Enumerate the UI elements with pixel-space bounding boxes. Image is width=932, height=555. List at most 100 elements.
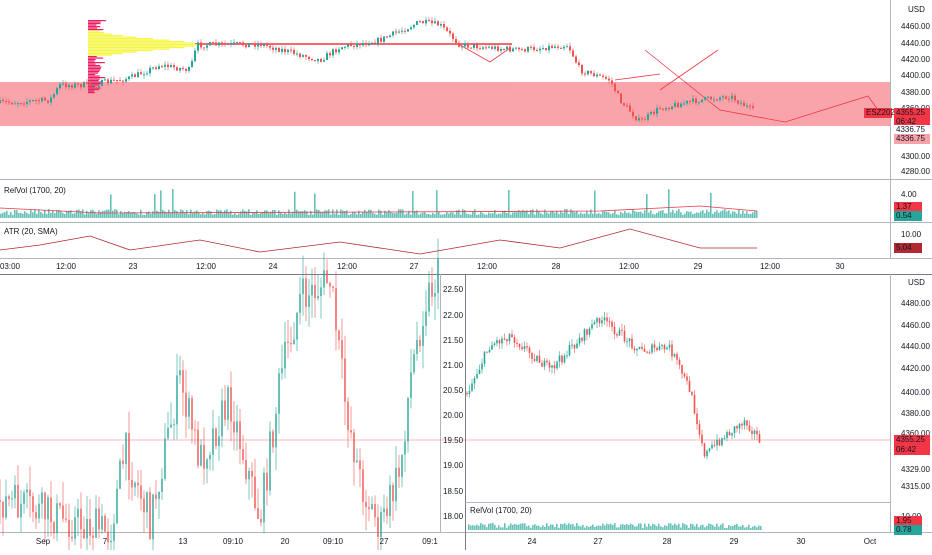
candle [704,96,706,100]
candle [673,354,676,357]
volume-bar [444,214,446,218]
volume-bar [642,213,644,218]
candle [551,45,553,49]
volume-bar [718,526,720,530]
candle [596,74,598,77]
volume-bar [484,524,486,530]
volume-bar [54,213,56,218]
candle [541,362,543,367]
candle [2,501,4,518]
candle [746,105,748,107]
candle [561,355,563,363]
volume-bar [696,212,698,218]
volume-bar [666,213,668,218]
candle [636,349,638,351]
profile-bar [88,48,170,50]
volume-bar [456,210,458,218]
volume-bar [548,526,550,530]
volume-bar [486,527,488,530]
volume-bar [52,210,54,218]
candle [680,103,682,108]
volume-bar [154,194,156,218]
candle [437,258,439,294]
volume-bar [308,214,310,218]
volume-bar [640,211,642,218]
volume-bar [642,527,644,530]
volume-bar [752,212,754,218]
volume-bar [512,212,514,218]
candle [170,424,172,428]
volume-bar [588,526,590,530]
volume-bar [172,189,174,218]
candle [721,438,723,446]
volume-bar [20,212,22,218]
candle [209,42,211,46]
price-axis-label: 4380.00 [901,409,930,418]
candle [341,340,343,359]
candle [707,96,709,98]
volume-bar [544,209,546,218]
volume-bar [492,523,494,530]
volume-bar [522,209,524,218]
volume-bar [540,213,542,218]
profile-bar [88,33,112,35]
candle [275,413,277,448]
volume-bar [334,213,336,218]
volume-bar [436,190,438,218]
volume-bar [516,212,518,218]
candle [401,454,403,477]
volume-bar [184,212,186,218]
volume-bar [410,214,412,218]
candle [662,108,664,110]
candle [230,42,232,44]
candle [311,58,313,61]
profile-bar [88,92,95,94]
volume-bar [136,213,138,218]
volume-bar [296,209,298,218]
time-axis-label: Sep [36,537,51,546]
candle [533,358,536,361]
candle [737,100,739,104]
candle [656,108,658,114]
volume-bar [446,211,448,218]
volume-bar [570,524,572,530]
volume-bar [250,214,252,218]
volume-bar [742,210,744,218]
volume-bar [408,210,410,218]
candle [395,31,397,33]
candle [467,43,469,48]
candle [242,449,244,461]
volume-bar [602,523,604,530]
volume-bar [722,523,724,530]
volume-bar [252,212,254,218]
volume-bar [442,214,444,218]
volume-bar [68,210,70,218]
time-axis-label: 30 [797,537,806,546]
candle [389,484,391,517]
price-axis-label: 4280.00 [901,167,930,176]
volume-bar [188,214,190,218]
indicator-tag-bg [894,202,922,212]
volume-bar [366,211,368,218]
volume-bar [744,213,746,218]
candle [98,85,100,87]
candle [0,500,1,502]
candle [677,103,679,108]
volume-bar [678,523,680,530]
candle [248,43,250,48]
volume-bar [534,524,536,530]
candle [11,498,13,500]
candle [95,508,97,538]
candle [573,344,576,349]
volume-bar [50,212,52,218]
volume-bar [740,213,742,218]
profile-bar [88,26,101,28]
volume-bar [562,524,564,530]
candle [128,76,130,80]
time-axis-label: 24 [528,537,537,546]
level-tag: 4336.75 [896,125,925,134]
volume-bar [476,524,478,530]
volume-bar [378,209,380,218]
volume-bar [596,213,598,218]
volume-bar [426,214,428,218]
